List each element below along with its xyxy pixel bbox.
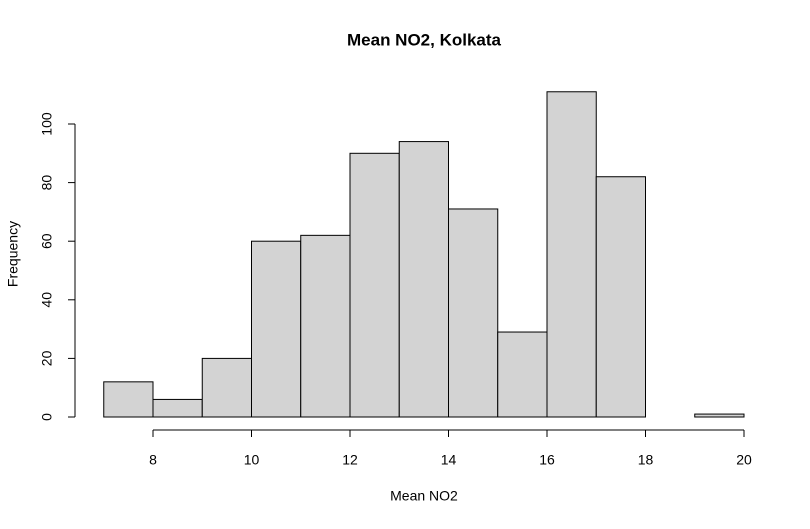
- y-axis-label: Frequency: [5, 221, 21, 287]
- x-axis-label: Mean NO2: [390, 488, 458, 504]
- x-tick-label: 18: [638, 452, 654, 468]
- x-tick-label: 8: [149, 452, 157, 468]
- bar: [251, 240, 302, 418]
- y-tick-label: 20: [39, 350, 55, 366]
- y-tick-label: 80: [39, 175, 55, 191]
- x-tick-label: 20: [736, 452, 752, 468]
- y-tick-label: 100: [39, 112, 55, 136]
- y-tick-label: 40: [39, 292, 55, 308]
- bar: [201, 357, 252, 418]
- x-tick-label: 10: [244, 452, 260, 468]
- bar: [694, 413, 745, 418]
- y-tick-label: 60: [39, 233, 55, 249]
- x-tick-label: 16: [539, 452, 555, 468]
- bar: [398, 141, 449, 418]
- bar: [595, 176, 646, 418]
- chart-title: Mean NO2, Kolkata: [347, 30, 502, 49]
- x-tick-label: 14: [441, 452, 457, 468]
- x-tick-label: 12: [342, 452, 358, 468]
- bar: [103, 381, 154, 418]
- bar: [152, 398, 203, 418]
- bar: [497, 331, 548, 418]
- bar: [300, 234, 351, 418]
- y-tick-label: 0: [39, 413, 55, 421]
- bar: [546, 91, 597, 418]
- bar: [448, 208, 499, 418]
- bar: [349, 152, 400, 418]
